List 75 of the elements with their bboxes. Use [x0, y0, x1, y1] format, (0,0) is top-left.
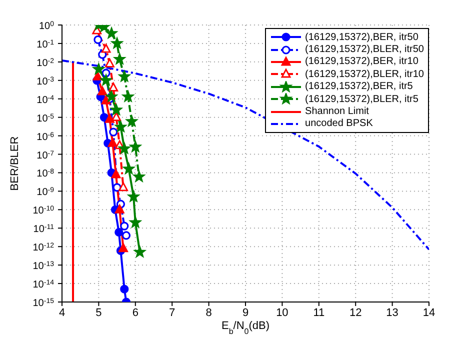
point	[110, 37, 124, 49]
point	[126, 115, 138, 127]
x-axis-title: E$_{b}$/N$_{0}$(dB)	[221, 320, 270, 336]
point	[120, 284, 129, 294]
y-tick-label: 10$^{-1}$	[36, 38, 54, 50]
y-tick-label: 10$^{-7}$	[36, 150, 54, 162]
legend-label: uncoded BPSK	[305, 118, 373, 130]
point	[114, 204, 124, 214]
point	[108, 138, 118, 147]
point	[110, 104, 122, 116]
point	[94, 35, 102, 44]
point	[129, 216, 142, 228]
point	[129, 140, 142, 152]
y-tick-label: 10$^{-11}$	[33, 224, 54, 236]
y-tick-label: 10$^{-15}$	[32, 298, 54, 309]
point	[92, 71, 102, 80]
point	[100, 74, 112, 86]
y-tick-label: 10$^{-6}$	[36, 131, 54, 143]
point	[105, 114, 114, 123]
point	[122, 90, 134, 102]
point	[98, 86, 108, 96]
point	[122, 162, 135, 174]
point	[100, 113, 109, 122]
x-tick-label: 4	[58, 306, 66, 319]
point	[132, 170, 146, 182]
x-tick-label: 12	[349, 306, 362, 319]
y-tick-label: 10$^{-2}$	[36, 57, 54, 69]
y-tick-label: 10$^{-12}$	[32, 242, 54, 254]
x-tick-label: 10	[276, 306, 288, 319]
point	[112, 112, 122, 122]
point	[120, 222, 129, 230]
legend-label: (16129,15372),BLER, itr50	[305, 44, 424, 56]
point	[105, 58, 114, 68]
point	[109, 128, 118, 136]
point	[105, 27, 118, 39]
legend-label: (16129,15372),BER, itr10	[305, 56, 418, 68]
point	[105, 90, 118, 102]
point	[92, 62, 105, 75]
point	[118, 142, 130, 154]
x-tick-label: 14	[422, 306, 436, 319]
x-tick-label: 5	[96, 306, 102, 319]
y-tick-label: 10$^{-5}$	[36, 112, 54, 124]
point	[134, 246, 146, 258]
legend-label: (16129,15372),BLER, itr10	[305, 68, 424, 80]
point	[108, 82, 118, 92]
point	[122, 231, 131, 240]
y-tick-label: 10$^{-9}$	[36, 186, 54, 198]
x-tick-label: 7	[169, 306, 176, 319]
point	[114, 228, 124, 237]
y-tick-label: 10$^{-10}$	[32, 205, 54, 217]
point	[114, 120, 127, 132]
point	[118, 182, 128, 192]
y-tick-label: 10$^{-4}$	[36, 94, 54, 106]
point	[114, 52, 126, 64]
x-tick-label: 8	[206, 306, 212, 319]
y-tick-label: 10$^{-14}$	[32, 279, 54, 291]
x-tick-label: 13	[386, 306, 398, 319]
y-axis-title: BER/BLER	[9, 136, 21, 191]
point	[118, 70, 130, 82]
legend-label: (16129,15372),BER, itr5	[305, 81, 413, 92]
point	[101, 44, 111, 53]
point	[101, 95, 111, 104]
y-tick-label: 10$^{0}$	[38, 20, 54, 32]
x-tick-label: 11	[313, 306, 325, 319]
legend-label: (16129,15372),BLER, itr5	[305, 94, 418, 105]
legend-label: (16129,15372),BER, itr50	[305, 32, 418, 43]
point	[127, 190, 140, 202]
x-tick-label: 6	[132, 306, 138, 319]
y-tick-label: 10$^{-3}$	[36, 76, 54, 88]
legend-label: Shannon Limit	[305, 106, 369, 118]
point	[118, 243, 128, 252]
y-tick-label: 10$^{-8}$	[36, 168, 54, 180]
point	[111, 169, 121, 178]
y-tick-label: 10$^{-13}$	[32, 260, 54, 272]
x-tick-label: 9	[242, 306, 249, 319]
